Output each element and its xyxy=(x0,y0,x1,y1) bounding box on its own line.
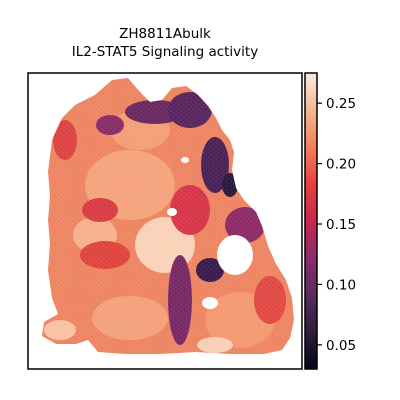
chart-title-line-2: IL2-STAT5 Signaling activity xyxy=(72,44,258,60)
tissue-spots xyxy=(42,78,294,354)
colorbar-tick-label-3: 0.20 xyxy=(326,157,356,173)
colorbar-tick-label-2: 0.15 xyxy=(326,217,356,233)
colorbar-tick-label-1: 0.10 xyxy=(326,277,356,293)
plot-area xyxy=(27,72,303,370)
colorbar-gradient xyxy=(304,72,318,370)
chart-title-line-1: ZH8811Abulk xyxy=(119,26,211,42)
colorbar: 0.05 0.10 0.15 0.20 0.25 xyxy=(304,72,356,370)
colorbar-tick-label-4: 0.25 xyxy=(326,96,356,112)
colorbar-tick-label-0: 0.05 xyxy=(326,338,356,354)
colorbar-ticks: 0.05 0.10 0.15 0.20 0.25 xyxy=(317,96,356,354)
